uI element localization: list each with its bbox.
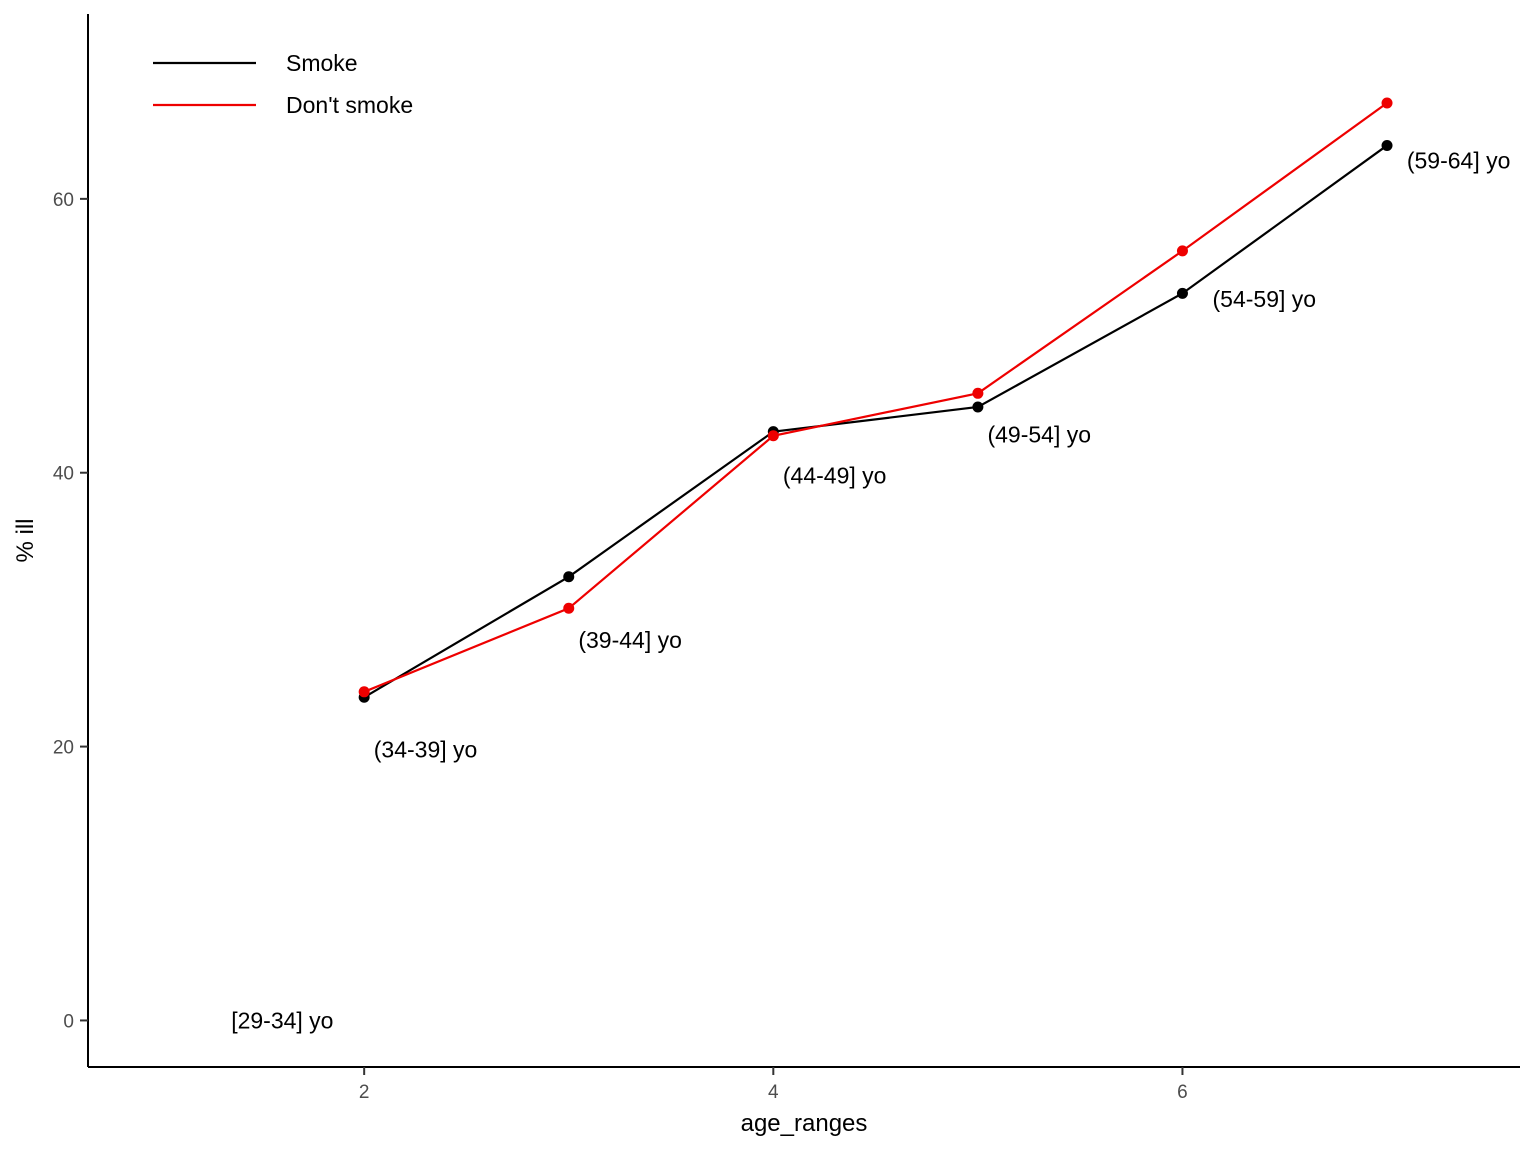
series-line-don-t-smoke: [363, 102, 1388, 693]
data-point-smoke: [563, 571, 575, 583]
y-axis-title: % ill: [12, 518, 39, 562]
point-label: [29-34] yo: [231, 1007, 333, 1033]
x-tick-label: 2: [359, 1082, 370, 1103]
x-axis-title: age_ranges: [741, 1110, 868, 1137]
data-point-smoke: [972, 401, 984, 413]
y-tick-label: 40: [53, 464, 74, 485]
data-point-don-t-smoke: [1381, 97, 1393, 109]
series-layer: [358, 97, 1393, 703]
annotation-layer: [29-34] yo (34-39] yo (39-44] yo (44-49] yo…: [231, 148, 1510, 1034]
x-tick-label: 6: [1177, 1082, 1188, 1103]
y-tick-label: 20: [53, 738, 74, 759]
point-label: (54-59] yo: [1213, 286, 1317, 312]
data-point-don-t-smoke: [563, 602, 575, 614]
legend-label: Don't smoke: [286, 92, 413, 118]
data-point-smoke: [1176, 287, 1188, 299]
data-point-smoke: [1381, 139, 1393, 151]
point-label: (34-39] yo: [374, 736, 478, 762]
data-point-don-t-smoke: [972, 387, 984, 399]
y-tick-label: 60: [53, 190, 74, 211]
data-point-don-t-smoke: [767, 430, 779, 442]
x-tick-label: 4: [768, 1082, 779, 1103]
series-line-smoke: [363, 144, 1388, 699]
point-label: (39-44] yo: [578, 627, 682, 653]
legend: Smoke Don't smoke: [153, 50, 413, 118]
legend-label: Smoke: [286, 50, 358, 76]
y-tick-label: 0: [63, 1011, 74, 1032]
axes: [87, 14, 1520, 1068]
data-point-don-t-smoke: [358, 686, 370, 698]
point-label: (59-64] yo: [1407, 148, 1511, 174]
data-point-don-t-smoke: [1176, 245, 1188, 257]
point-label: (44-49] yo: [783, 462, 887, 488]
point-label: (49-54] yo: [987, 421, 1091, 447]
